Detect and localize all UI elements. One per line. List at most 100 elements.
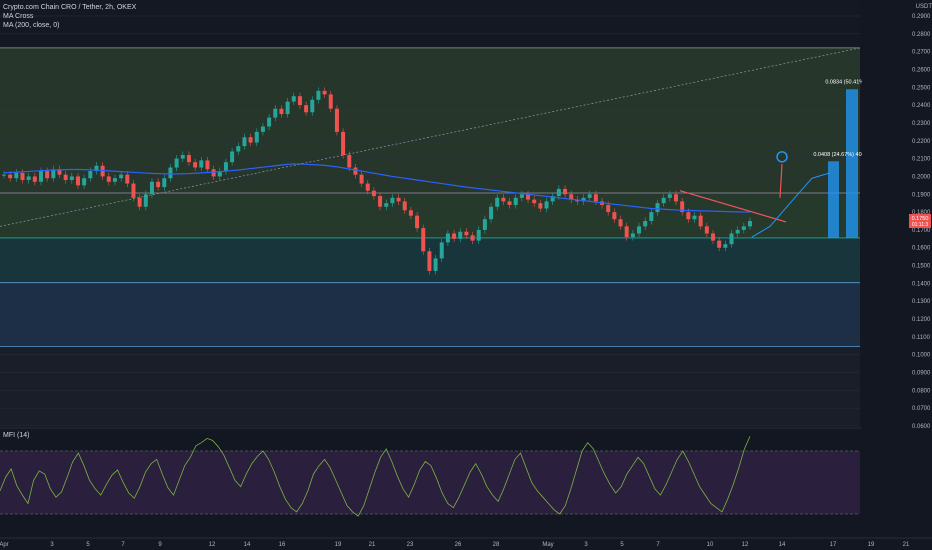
candle-body [384, 203, 389, 207]
time-tick-label: 21 [903, 542, 910, 548]
time-tick-label: 28 [493, 542, 500, 548]
candle-body [421, 228, 426, 252]
candle-body [482, 219, 487, 230]
price-tick-label: 0.1900 [912, 192, 931, 198]
candle-body [174, 158, 179, 168]
candlestick-series [2, 87, 752, 275]
candle-body [217, 171, 222, 177]
candle-body [378, 196, 383, 207]
symbol-title[interactable]: Crypto.com Chain CRO / Tether, 2h, OKEX [3, 4, 137, 11]
candle-body [470, 235, 475, 241]
candle-body [550, 196, 555, 202]
candle-body [260, 126, 265, 132]
time-tick-label: 23 [407, 542, 414, 548]
arrow-line [779, 163, 783, 198]
time-tick-label: 21 [369, 542, 376, 548]
candle-body [94, 165, 99, 172]
candle-body [334, 108, 339, 132]
candle-body [316, 90, 321, 100]
candle-body [439, 242, 444, 259]
candle-body [69, 176, 74, 180]
candle-body [501, 197, 506, 202]
candle-body [112, 178, 117, 182]
candle-body [236, 146, 241, 152]
price-tick-label: 0.0800 [912, 388, 931, 394]
time-tick-label: 12 [209, 542, 216, 548]
candle-body [75, 176, 80, 186]
candle-body [82, 178, 87, 186]
candle-body [476, 229, 481, 241]
candle-body [273, 108, 278, 118]
time-tick-label: 14 [244, 542, 251, 548]
candle-body [230, 151, 235, 163]
drawing-overlay[interactable]: 0.0408 (24.67%) 408 0.0834 (50.41%) 834 [0, 47, 877, 238]
axis-bg [862, 0, 932, 550]
candle-body [624, 226, 629, 238]
fib-zone [0, 193, 860, 238]
candle-body [723, 244, 728, 248]
candle-body [304, 105, 309, 113]
candle-body [649, 212, 654, 221]
time-tick-label: 10 [707, 542, 714, 548]
candle-body [717, 240, 722, 248]
candle-body [667, 194, 672, 198]
price-axis[interactable]: 0.2900 0.2800 0.2700 0.2600 0.2500 0.2400 0.23… [862, 0, 932, 550]
candle-body [125, 174, 130, 184]
target-marker-icon [776, 151, 788, 163]
time-tick-label: 12 [742, 542, 749, 548]
price-tick-label: 0.1000 [912, 353, 931, 359]
time-tick-label: 5 [86, 542, 90, 548]
price-tick-label: 0.2800 [912, 32, 931, 38]
price-grid [0, 15, 860, 427]
price-tick-label: 0.0900 [912, 371, 931, 377]
candle-body [20, 172, 25, 180]
price-tick-label: 0.2700 [912, 50, 931, 56]
resistance-trend-line [679, 190, 787, 223]
candle-body [692, 215, 697, 220]
price-tick-label: 0.1600 [912, 246, 931, 252]
price-tick-label: 0.2500 [912, 85, 931, 91]
fib-zone [0, 0, 860, 48]
candle-body [674, 194, 679, 202]
candle-body [297, 96, 302, 106]
current-price-tag [909, 214, 931, 228]
fib-zone [0, 282, 860, 347]
candle-body [618, 219, 623, 227]
indicator-ma-cross[interactable]: MA Cross [3, 13, 34, 20]
candle-body [38, 171, 43, 182]
price-tick-label: 0.1800 [912, 210, 931, 216]
current-price-label: 0.1750 [912, 216, 929, 222]
candle-body [538, 203, 543, 209]
candle-body [402, 201, 407, 211]
candle-body [371, 190, 376, 197]
candle-body [544, 201, 549, 209]
candle-body [180, 155, 185, 159]
target-bar-2 [846, 89, 858, 238]
indicator-ma200[interactable]: MA (200, close, 0) [3, 22, 60, 29]
candle-body [581, 197, 586, 202]
candle-body [507, 201, 512, 205]
time-tick-label: Apr [0, 542, 9, 548]
candle-body [168, 167, 173, 179]
candle-body [193, 162, 198, 168]
candle-body [519, 194, 524, 198]
mfi-line [0, 436, 751, 517]
candle-body [748, 221, 752, 227]
price-tick-label: 0.2400 [912, 103, 931, 109]
candle-body [593, 194, 598, 202]
candle-body [156, 181, 161, 188]
candle-body [489, 206, 494, 220]
indicator-mfi[interactable]: MFI (14) [3, 432, 30, 439]
candle-body [211, 169, 216, 177]
time-axis[interactable]: Apr 3 5 7 9 12 14 16 19 21 23 26 28 May 3 5 7 10 12 14 17 19 2… [0, 537, 932, 548]
candle-body [2, 174, 6, 176]
candle-body [119, 174, 124, 179]
candle-body [704, 226, 709, 234]
candle-body [630, 233, 635, 238]
candle-body [408, 210, 413, 216]
candle-body [223, 162, 228, 172]
price-tick-label: 0.1100 [912, 335, 931, 341]
candle-body [433, 258, 438, 271]
candle-body [587, 194, 592, 198]
